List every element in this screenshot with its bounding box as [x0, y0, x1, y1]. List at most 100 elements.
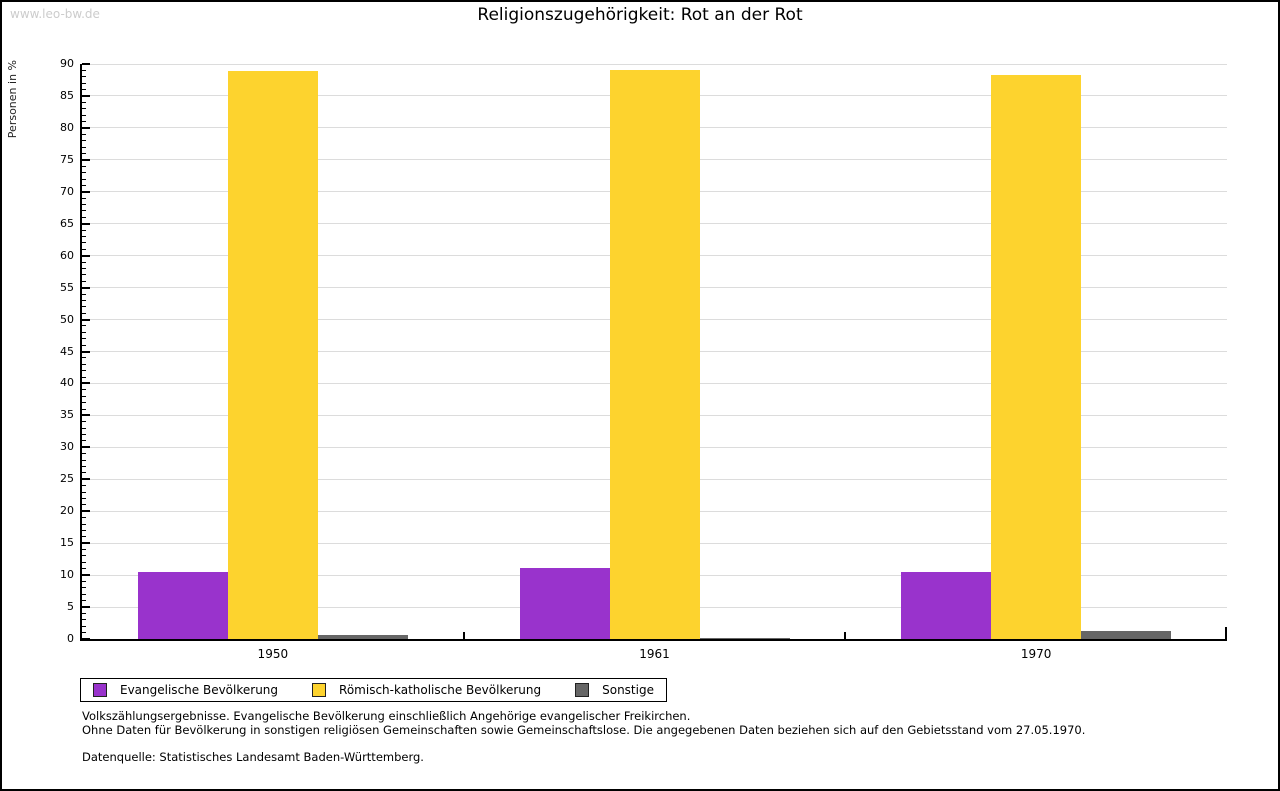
legend-item-0: Evangelische Bevölkerung: [93, 683, 278, 697]
x-axis-separator-tick: [462, 632, 465, 639]
y-tick-minor: [82, 210, 86, 212]
y-tick-major: [82, 350, 90, 353]
y-tick-minor: [82, 625, 86, 627]
y-tick-minor: [82, 581, 86, 582]
bar-1961-series-0: [519, 568, 610, 639]
y-tick-major: [82, 414, 90, 417]
y-tick-major: [82, 190, 90, 193]
legend-swatch-icon: [312, 683, 327, 697]
legend-label: Römisch-katholische Bevölkerung: [339, 683, 542, 697]
y-tick-minor: [82, 619, 86, 621]
y-tick-minor: [82, 69, 86, 71]
footnotes: Volkszählungsergebnisse. Evangelische Be…: [82, 709, 1085, 764]
y-tick-minor: [82, 261, 86, 263]
y-tick-minor: [82, 376, 86, 378]
y-tick-minor: [82, 549, 86, 551]
y-tick-minor: [82, 370, 86, 372]
y-tick-minor: [82, 587, 86, 589]
y-tick-minor: [82, 197, 86, 199]
y-axis-title: Personen in %: [6, 60, 19, 139]
y-tick-minor: [82, 402, 86, 404]
y-tick-minor: [82, 466, 86, 467]
y-tick-minor: [82, 299, 86, 301]
y-tick-minor: [82, 274, 86, 276]
y-tick-label: 10: [60, 568, 74, 582]
y-tick-label: 50: [60, 312, 74, 326]
bar-1950-series-2: [317, 634, 408, 639]
legend-label: Evangelische Bevölkerung: [120, 683, 279, 697]
y-tick-minor: [82, 114, 86, 116]
bar-1950-series-1: [227, 71, 318, 639]
y-tick-minor: [82, 338, 86, 340]
y-tick-major: [82, 382, 90, 385]
y-tick-minor: [82, 76, 86, 78]
bar-1950-series-0: [137, 571, 228, 639]
y-tick-minor: [82, 325, 86, 327]
footnote-line-1: Volkszählungsergebnisse. Evangelische Be…: [82, 709, 691, 723]
x-axis-separator-tick: [844, 632, 847, 639]
y-tick-label: 35: [60, 408, 74, 422]
y-tick-minor: [82, 523, 86, 525]
y-tick-major: [82, 542, 90, 545]
y-tick-minor: [82, 632, 86, 634]
y-tick-minor: [82, 517, 86, 519]
y-tick-major: [82, 606, 90, 609]
y-tick-label: 90: [60, 57, 74, 70]
bar-1961-series-1: [609, 69, 700, 639]
y-tick-major: [82, 63, 90, 65]
legend-swatch-icon: [93, 683, 107, 697]
y-tick-minor: [82, 408, 86, 410]
y-tick-label: 80: [60, 120, 74, 134]
y-tick-minor: [82, 89, 86, 91]
y-tick-minor: [82, 497, 86, 499]
y-tick-minor: [82, 108, 86, 110]
y-tick-minor: [82, 140, 86, 142]
y-tick-major: [82, 94, 90, 97]
y-tick-minor: [82, 280, 86, 282]
x-category-label: 1961: [639, 647, 670, 661]
x-axis-end-tick: [1225, 627, 1227, 639]
y-tick-minor: [82, 472, 86, 474]
y-tick-label: 75: [60, 152, 74, 166]
y-tick-label: 15: [60, 536, 74, 550]
y-tick-label: 20: [60, 504, 74, 518]
legend-label: Sonstige: [602, 683, 654, 697]
y-tick-minor: [82, 82, 86, 84]
y-tick-minor: [82, 184, 86, 186]
y-tick-minor: [82, 485, 86, 487]
y-tick-minor: [82, 101, 86, 103]
bar-1970-series-2: [1081, 630, 1172, 639]
y-tick-minor: [82, 491, 86, 493]
legend-item-2: Sonstige: [575, 683, 654, 697]
y-tick-minor: [82, 561, 86, 563]
y-tick-minor: [82, 242, 86, 244]
y-tick-label: 45: [60, 344, 74, 358]
y-tick-major: [82, 478, 90, 481]
chart-title: Religionszugehörigkeit: Rot an der Rot: [477, 5, 803, 25]
y-tick-label: 70: [60, 184, 74, 198]
y-tick-major: [82, 286, 90, 289]
y-tick-major: [82, 318, 90, 321]
y-tick-label: 0: [67, 632, 74, 645]
plot-area: 0 5 10 15 20 25 30 35 40 45 50 55 60 65 70 75 80 85 90 1950…: [60, 57, 1227, 661]
legend-swatch-icon: [575, 683, 590, 697]
y-tick-minor: [82, 600, 86, 602]
y-tick-minor: [82, 133, 86, 135]
y-tick-major: [82, 638, 90, 640]
y-tick-minor: [82, 204, 86, 206]
footnote-line-2: Ohne Daten für Bevölkerung in sonstigen …: [82, 723, 1086, 737]
legend: Evangelische Bevölkerung Römisch-katholis…: [80, 678, 667, 702]
y-tick-minor: [82, 593, 86, 595]
y-tick-major: [82, 254, 90, 257]
y-tick-minor: [82, 459, 86, 461]
bar-1970-series-1: [991, 74, 1082, 639]
y-tick-minor: [82, 389, 86, 391]
y-tick-minor: [82, 568, 86, 570]
y-tick-minor: [82, 331, 86, 333]
y-tick-minor: [82, 267, 86, 269]
y-tick-major: [82, 158, 90, 161]
y-tick-minor: [82, 395, 86, 397]
y-tick-minor: [82, 165, 86, 167]
y-tick-minor: [82, 248, 86, 250]
y-tick-label: 5: [67, 600, 74, 614]
